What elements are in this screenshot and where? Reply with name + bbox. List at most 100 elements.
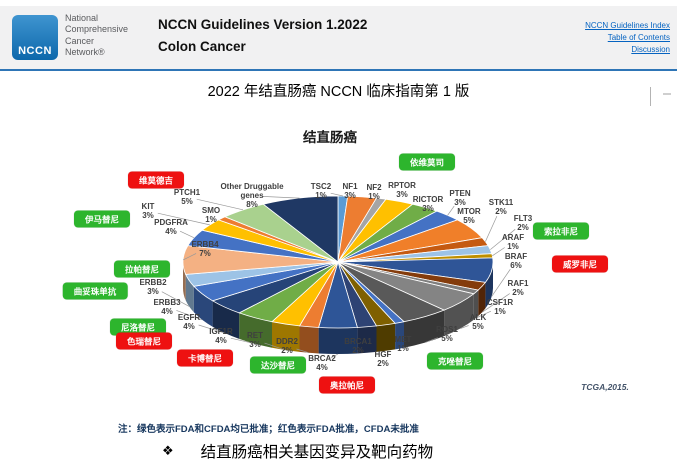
org-name: National Comprehensive Cancer Network® [65, 13, 129, 57]
gene-label-ARAF: ARAF 1% [501, 232, 525, 251]
gene-label-ALK: ALK 5% [469, 312, 487, 331]
gene-label-MET: MET 1% [394, 334, 412, 353]
label-leader-line [492, 247, 505, 257]
label-leader-line [261, 196, 300, 199]
link-table-of-contents[interactable]: Table of Contents [607, 33, 670, 42]
diamond-bullet-icon: ❖ [162, 443, 174, 458]
pie-slice-ERBB2 [185, 261, 339, 287]
label-leader-line [182, 253, 197, 261]
pie-slice-MET [337, 261, 405, 324]
drug-label: 依维莫司 [398, 153, 456, 171]
pie-slice-MTOR [337, 219, 483, 263]
label-leader-line [179, 230, 195, 239]
pie-slice-wall [395, 321, 404, 350]
pie-slice-wall [239, 312, 272, 348]
label-leader-line [198, 324, 226, 334]
guidelines-version-title: NCCN Guidelines Version 1.2022 [158, 17, 368, 32]
dash-artifact [663, 93, 671, 95]
pie-slice-DDR2 [298, 261, 339, 328]
gene-label-SMO: SMO 1% [201, 205, 221, 224]
pie-slice-SMO [217, 216, 339, 263]
label-leader-line [481, 293, 510, 313]
drug-label: 达沙替尼 [249, 356, 307, 374]
pie-slice-NF1 [337, 195, 378, 263]
pie-slice-wall [182, 262, 186, 301]
cursor-artifact [650, 87, 651, 106]
gene-label-NF1: NF1 3% [342, 181, 358, 200]
gene-label-MTOR: MTOR 5% [457, 206, 481, 225]
label-leader-line [491, 269, 511, 297]
gene-label-HGF: HGF 2% [374, 349, 392, 368]
label-leader-line [296, 348, 310, 354]
label-leader-line [157, 212, 210, 226]
pie-slice-wall [299, 325, 319, 354]
gene-label-Other-Druggable-genes: Other Druggable genes 8% [220, 182, 284, 210]
legend-note: 注：绿色表示FDA和CFDA均已批准；红色表示FDA批准，CFDA未批准 [118, 424, 419, 435]
gene-label-BRAF: BRAF 6% [504, 251, 528, 270]
drug-label: 克唑替尼 [426, 352, 484, 370]
label-leader-line [330, 353, 339, 359]
pie-slice-ARAF [337, 253, 494, 263]
pie-slice-CSF1R [337, 261, 480, 295]
gene-label-RET: RET 3% [247, 330, 263, 349]
nccn-logo: NCCN [12, 15, 58, 60]
gene-label-PTEN: PTEN 3% [449, 188, 471, 207]
pie-slice-PTCH1 [223, 203, 339, 263]
gene-label-FLT3: FLT3 2% [513, 213, 533, 232]
gene-label-PDGFRA: PDGFRA 4% [154, 217, 188, 236]
gene-label-STK11: STK11 2% [488, 197, 514, 216]
pie-slice-NF2 [337, 197, 387, 263]
pie-slice-PTEN [337, 210, 459, 263]
pie-slice-wall [376, 323, 396, 352]
gene-label-DDR2: DDR2 2% [276, 336, 298, 355]
pie-slice-Other Druggable genes [262, 195, 339, 263]
pie-slice-EGFR [211, 261, 339, 314]
pie-slice-wall [357, 325, 377, 354]
gene-label-ERBB4: ERBB4 7% [191, 239, 219, 258]
drug-label: 威罗非尼 [551, 255, 609, 273]
gene-label-KIT: KIT 3% [141, 201, 155, 220]
page-header: NCCN National Comprehensive Cancer Netwo… [0, 6, 677, 71]
gene-label-BRCA1: BRCA1 2% [344, 336, 372, 355]
pie-slice-PDGFRA [187, 229, 339, 263]
pie-slice-RAF1 [337, 261, 487, 291]
pie-slice-wall [212, 300, 240, 339]
link-discussion[interactable]: Discussion [631, 45, 670, 54]
pie-slice-wall [404, 310, 445, 348]
label-leader-line [176, 310, 203, 321]
gene-label-ERBB3: ERBB3 4% [153, 297, 181, 316]
label-leader-line [475, 310, 492, 319]
pie-slice-wall [185, 274, 194, 313]
label-leader-line [161, 291, 190, 307]
gene-label-EGFR: EGFR 4% [177, 312, 201, 331]
pie-slice-HGF [337, 261, 396, 327]
header-links: NCCN Guidelines Index Table of Contents … [585, 20, 670, 56]
drug-label: 索拉非尼 [532, 222, 590, 240]
pie-slice-wall [272, 321, 300, 352]
pie-slice-FLT3 [337, 245, 493, 263]
gene-label-ERBB2: ERBB2 3% [139, 277, 167, 296]
chart-title: 结直肠癌 [303, 130, 357, 145]
gene-label-TSC2: TSC2 1% [310, 181, 332, 200]
drug-label: 拉帕替尼 [113, 260, 171, 278]
pie-slice-KIT [201, 219, 339, 263]
gene-label-RAF1: RAF1 2% [507, 278, 529, 297]
drug-label: 尼洛替尼 [109, 318, 167, 336]
pie-slice-BRCA2 [318, 260, 358, 329]
drug-label: 色瑞替尼 [115, 332, 173, 350]
slide-caption: ❖ 结直肠癌相关基因变异及靶向药物 [162, 440, 433, 462]
pie-slice-ERBB3 [193, 261, 339, 302]
pie-slice-wall [478, 282, 486, 317]
pie-slice-wall [473, 290, 479, 320]
gene-label-CSF1R: CSF1R 1% [486, 297, 514, 316]
pie-slice-wall [193, 286, 213, 327]
label-leader-line [330, 192, 343, 197]
pie-slice-BRAF [337, 257, 494, 283]
gene-label-ROS1: ROS1 5% [436, 324, 458, 343]
pie-slice-IGF1R [238, 261, 339, 323]
pie-slice-wall [444, 293, 474, 337]
pie-slice-ALK [337, 261, 475, 311]
label-leader-line [447, 205, 455, 216]
link-guidelines-index[interactable]: NCCN Guidelines Index [585, 21, 670, 30]
pie-slice-ERBB4 [182, 245, 339, 275]
